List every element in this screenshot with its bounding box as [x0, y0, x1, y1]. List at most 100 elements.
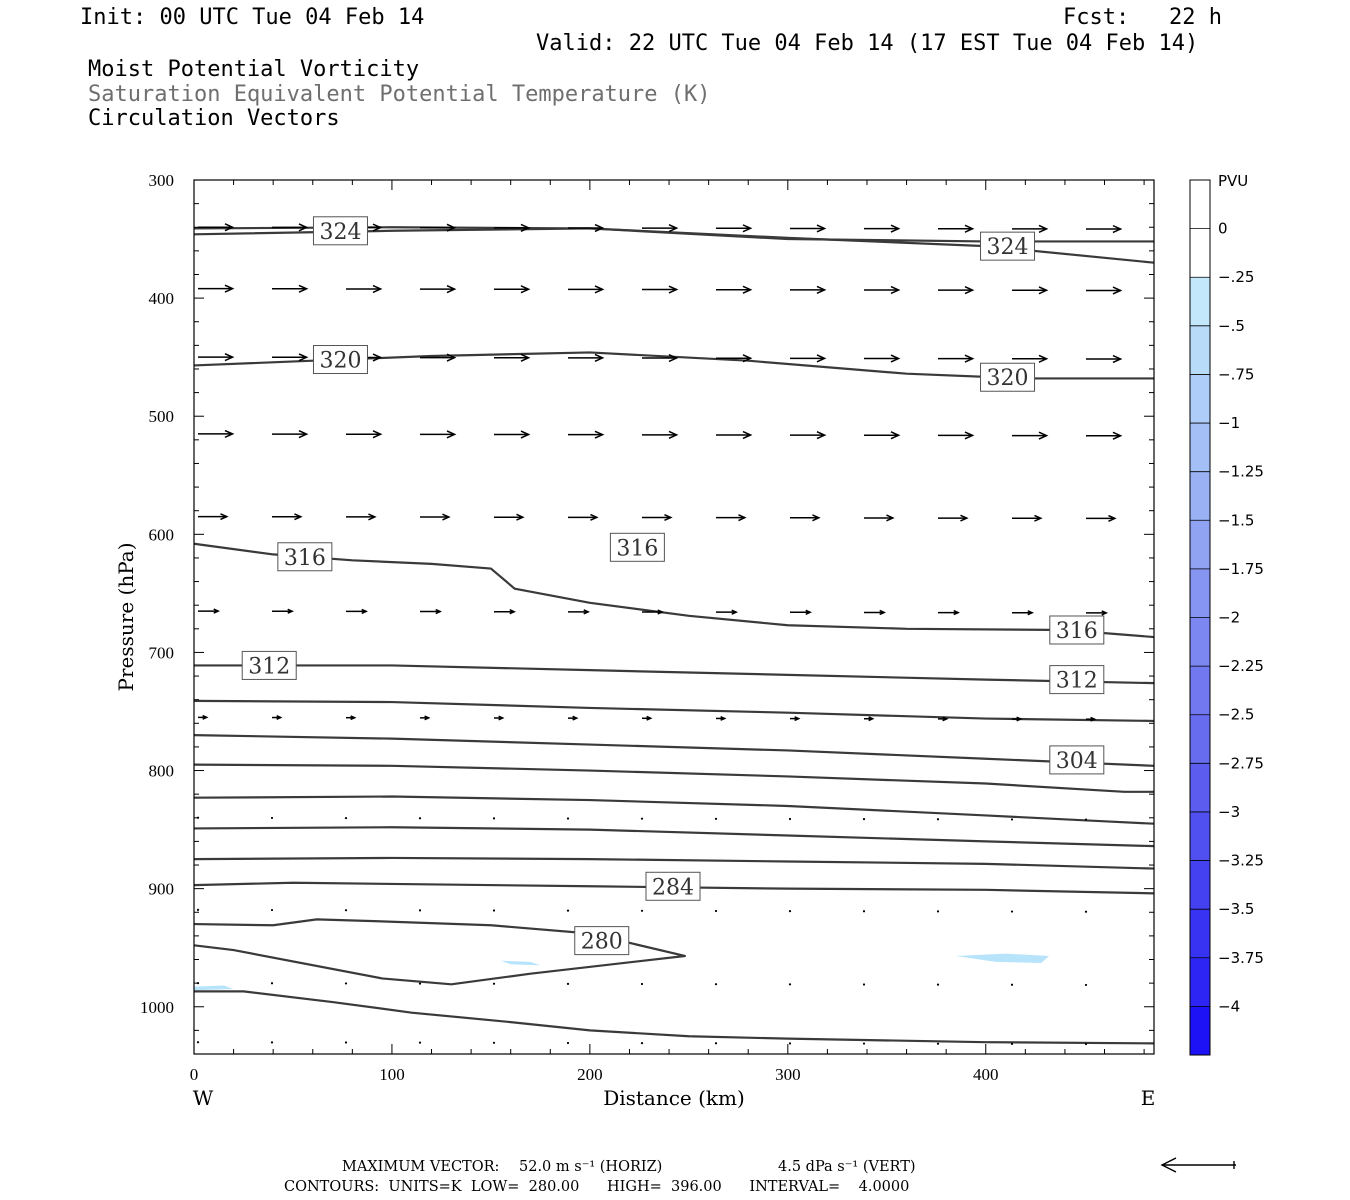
- vector-r2-5: [568, 353, 605, 363]
- colorbar-swatch-16: [1190, 957, 1210, 1007]
- contour-label-8: 312: [1049, 665, 1105, 695]
- vector-r4-8: [790, 514, 821, 522]
- contour-label-3: 320: [980, 362, 1036, 392]
- colorbar-label-2: −.5: [1218, 317, 1245, 335]
- contour-288-10: [193, 856, 1155, 870]
- vector-r2-3: [420, 353, 457, 362]
- vector-r0-9: [864, 224, 901, 233]
- contour-labels: 324 324 320 320 316 316 316 312 312 304 284 280: [241, 216, 1105, 956]
- y-tick-label-1000: 1000: [140, 998, 174, 1017]
- colorbar-swatch-13: [1190, 811, 1210, 861]
- y-tick-label-800: 800: [149, 762, 175, 781]
- vector-r2-9: [864, 354, 901, 363]
- vector-r7-2: [344, 816, 348, 820]
- vector-r9-3: [418, 982, 422, 985]
- vector-r4-4: [494, 513, 525, 521]
- vector-r1-11: [1012, 286, 1049, 295]
- max-vector-horizontal: 52.0 m s⁻¹ (HORIZ): [519, 1159, 662, 1175]
- colorbar-label-9: −2.25: [1218, 657, 1264, 675]
- vector-r1-4: [494, 285, 531, 294]
- vector-r3-3: [420, 430, 457, 439]
- vector-r3-5: [568, 430, 605, 439]
- colorbar-label-1: −.25: [1218, 268, 1254, 286]
- contour-292-9: [193, 826, 1155, 848]
- vector-r9-1: [270, 982, 274, 985]
- vector-r6-10: [938, 716, 949, 722]
- vector-r9-5: [566, 982, 570, 985]
- vector-r2-8: [790, 354, 827, 363]
- vector-r8-4: [492, 909, 496, 912]
- y-tick-label-500: 500: [149, 407, 175, 426]
- svg-text:324: 324: [319, 220, 361, 245]
- colorbar-label-4: −1: [1218, 414, 1240, 432]
- vector-r6-0: [198, 714, 209, 720]
- contour-316-3: [193, 542, 1155, 639]
- vector-r6-1: [272, 715, 283, 721]
- x-tick-label-200: 200: [577, 1065, 603, 1084]
- vector-r5-2: [346, 608, 368, 615]
- vector-r5-7: [716, 609, 738, 615]
- vector-r9-2: [344, 982, 348, 985]
- vector-r0-11: [1012, 224, 1049, 233]
- x-axis-west-label: W: [193, 1086, 214, 1110]
- colorbar-swatch-11: [1190, 714, 1210, 764]
- field-title-theta-es: Saturation Equivalent Potential Temperat…: [88, 82, 711, 107]
- vector-r8-0: [196, 908, 200, 912]
- vector-r10-12: [1084, 1042, 1088, 1046]
- colorbar-label-14: −3.5: [1218, 900, 1254, 918]
- vector-r7-12: [1084, 818, 1088, 821]
- vector-r8-11: [1010, 910, 1014, 913]
- vector-r0-0: [198, 223, 235, 232]
- colorbar-unit: PVU: [1218, 172, 1248, 190]
- y-tick-label-900: 900: [149, 880, 175, 899]
- svg-text:316: 316: [1056, 619, 1098, 644]
- vector-r0-10: [938, 224, 975, 233]
- vector-r0-7: [716, 224, 753, 233]
- negative-pv-area-2: [956, 953, 1050, 964]
- contour-label-0: 324: [312, 216, 368, 246]
- contours-info: CONTOURS: UNITS=K LOW= 280.00 HIGH= 396.…: [284, 1179, 909, 1195]
- vector-r8-7: [714, 909, 718, 913]
- vector-r1-0: [198, 284, 235, 293]
- vector-r6-2: [346, 715, 357, 721]
- vector-r8-9: [862, 910, 866, 913]
- vector-r4-3: [420, 513, 451, 521]
- contour-300-7: [193, 763, 1154, 793]
- vector-r3-10: [938, 431, 975, 440]
- vector-r5-5: [568, 609, 590, 615]
- vector-r9-7: [714, 983, 718, 986]
- contour-312-4: [194, 664, 1155, 685]
- vector-r1-9: [864, 285, 901, 295]
- vector-r10-3: [418, 1041, 422, 1044]
- vector-r0-1: [272, 223, 309, 232]
- vector-r7-7: [714, 817, 718, 820]
- colorbar-swatch-0: [1190, 180, 1210, 229]
- vector-r8-2: [344, 909, 348, 912]
- vector-r10-5: [566, 1041, 570, 1045]
- vector-r8-12: [1084, 910, 1088, 913]
- negative-pv-area-1: [500, 960, 541, 966]
- vector-r0-3: [420, 223, 457, 232]
- contour-label-11: 280: [574, 926, 630, 956]
- vector-r4-10: [938, 514, 969, 522]
- colorbar-swatch-15: [1190, 909, 1210, 959]
- vector-r6-3: [420, 715, 431, 721]
- vector-r7-4: [492, 817, 496, 820]
- vector-r5-10: [938, 609, 960, 616]
- svg-text:304: 304: [1056, 749, 1098, 774]
- max-vector-label: MAXIMUM VECTOR:: [342, 1159, 499, 1175]
- vector-r3-4: [494, 430, 531, 439]
- vector-r5-8: [790, 609, 812, 615]
- vector-r5-6: [642, 609, 664, 615]
- contour-284-11: [193, 881, 1155, 895]
- vector-r6-7: [716, 715, 727, 721]
- colorbar-frame: [1189, 179, 1211, 1056]
- colorbar-label-0: 0: [1218, 220, 1228, 238]
- svg-text:312: 312: [1056, 669, 1098, 694]
- vector-r8-1: [270, 908, 274, 912]
- vector-r8-5: [566, 909, 570, 912]
- vector-r1-6: [642, 285, 679, 294]
- vector-r6-5: [568, 715, 579, 721]
- svg-text:284: 284: [652, 875, 694, 900]
- vector-r7-9: [862, 818, 866, 821]
